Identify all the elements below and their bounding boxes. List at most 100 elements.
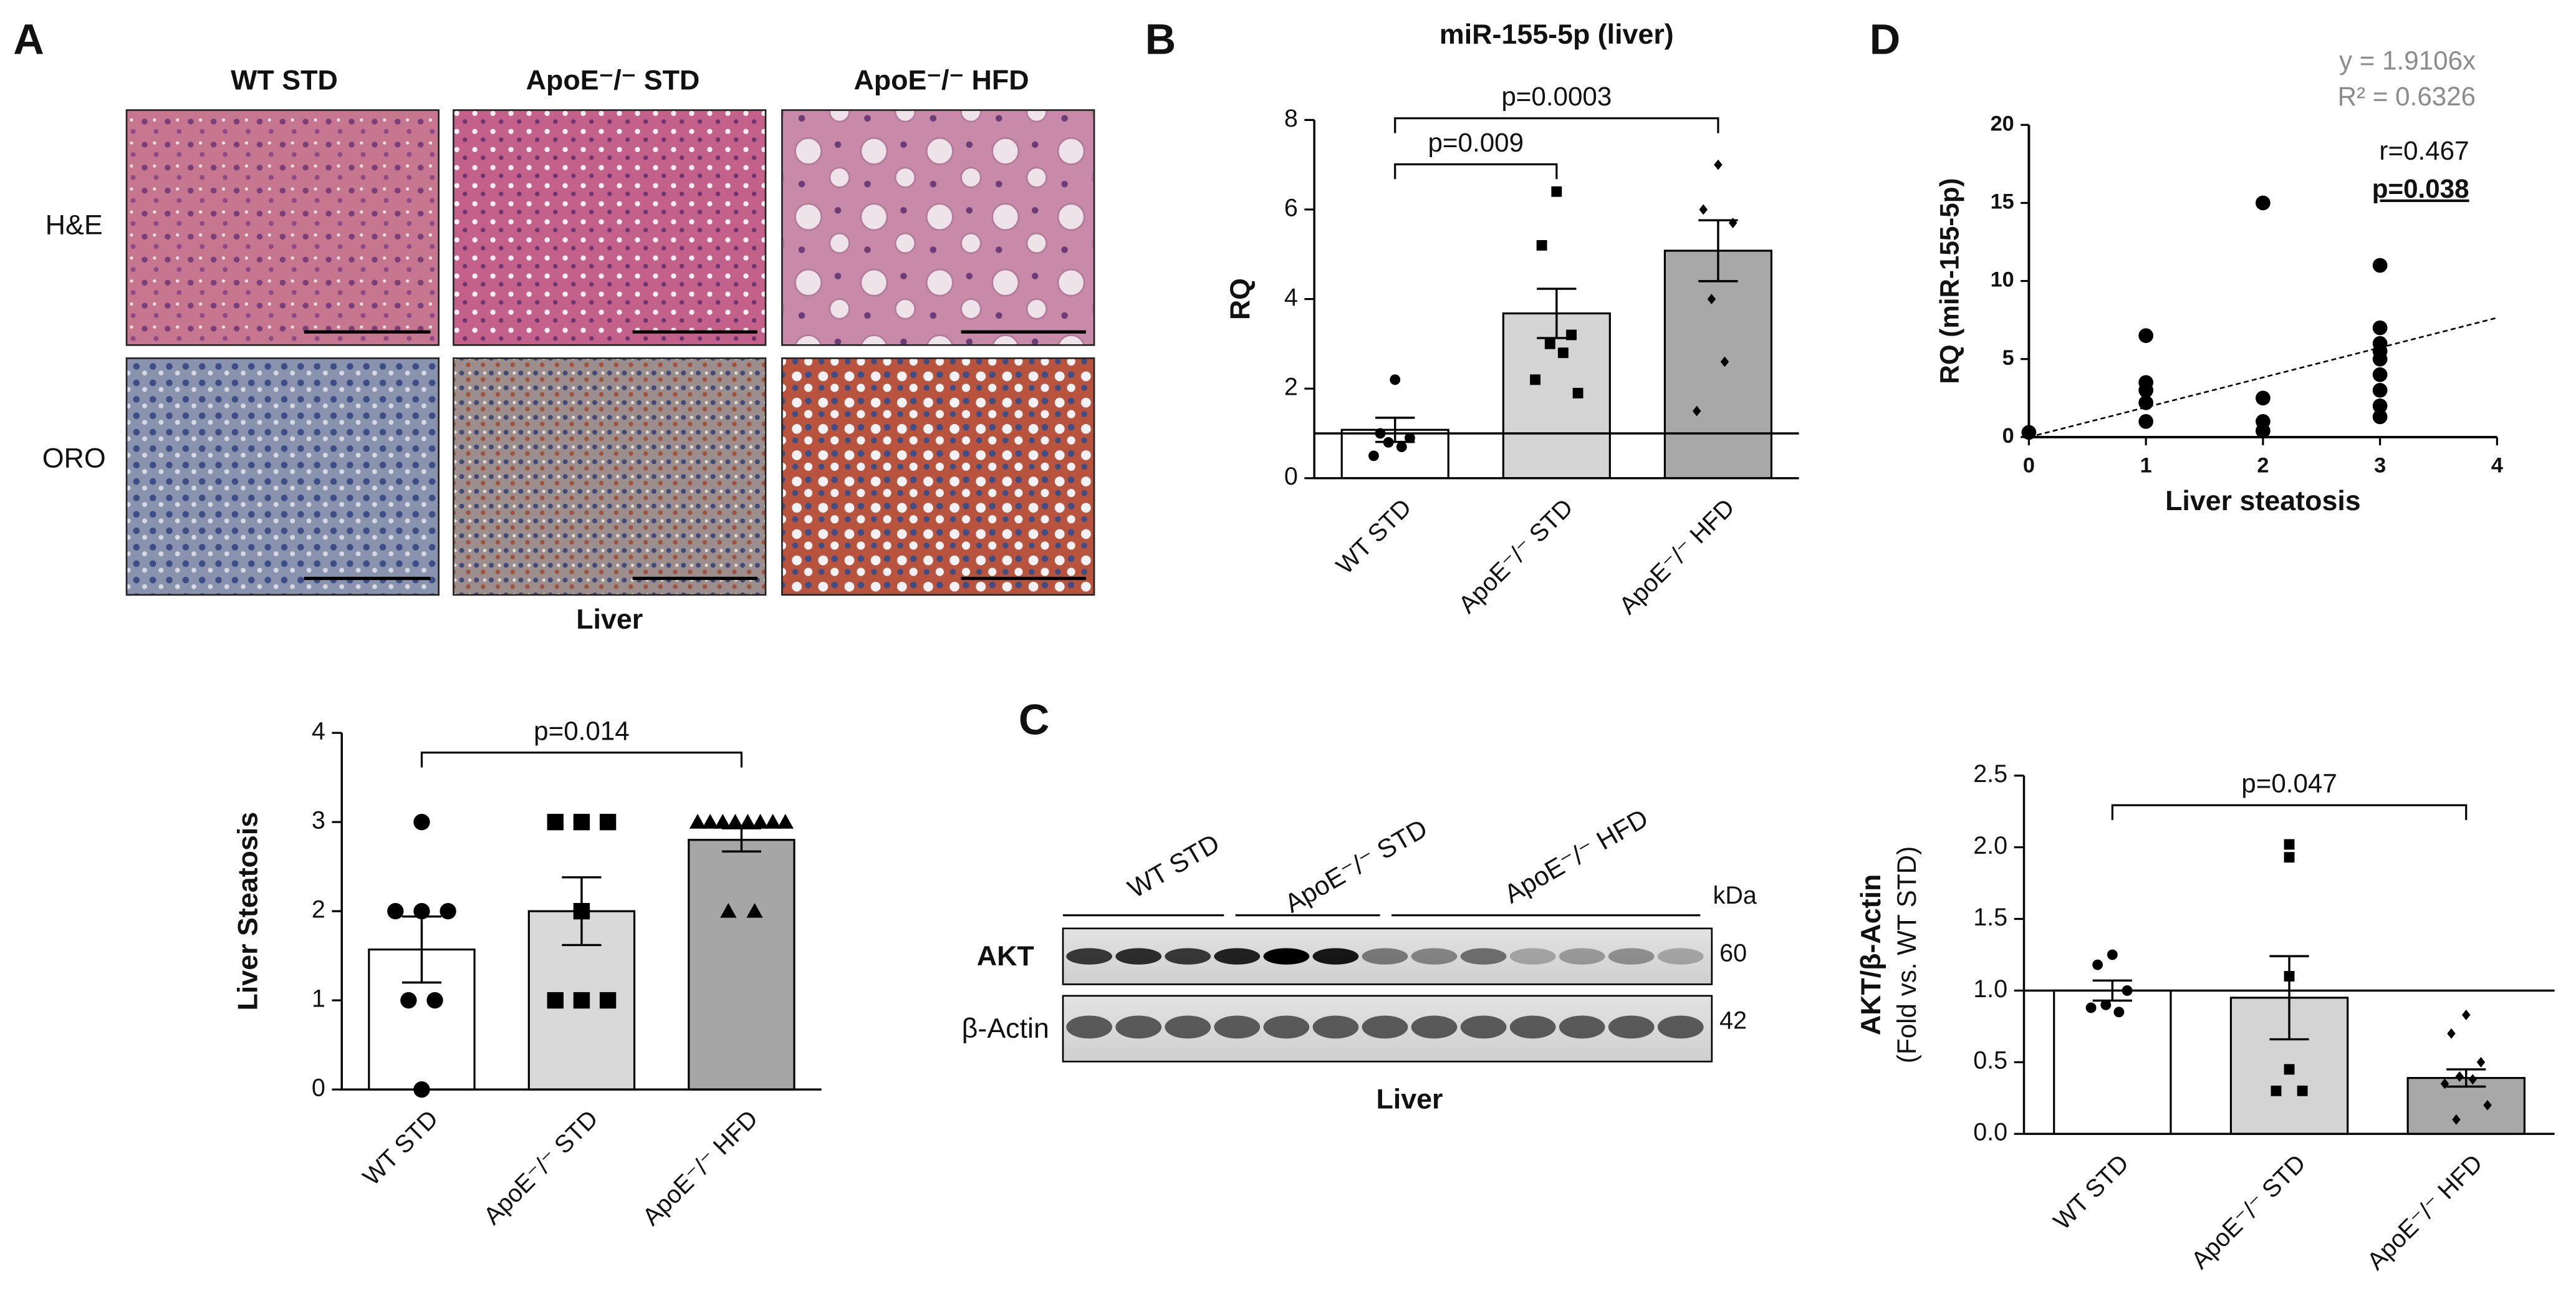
data-point [426, 992, 443, 1009]
y-tick-label: 0 [312, 1074, 325, 1101]
trendline-equation: y = 1.9106x [2339, 46, 2476, 75]
error-bar [2446, 1068, 2486, 1088]
axes [340, 733, 822, 1091]
p-value: p=0.047 [2241, 769, 2337, 798]
y-axis-label-note: (Fold vs. WT STD) [1892, 846, 1921, 1063]
data-point [1566, 329, 1577, 340]
band [1263, 1015, 1310, 1039]
p-value: p=0.014 [534, 716, 630, 745]
x-tick-label: 4 [2491, 453, 2503, 477]
y-axis-label: RQ (miR-155-5p) [1935, 178, 1964, 384]
data-point [1572, 387, 1584, 398]
bar [1663, 249, 1773, 480]
unit-label: kDa [1713, 882, 1757, 909]
band [1657, 1015, 1704, 1039]
data-point [2138, 395, 2154, 410]
trendline [2029, 317, 2497, 438]
y-axis-label: AKT/β-Actin [1855, 874, 1886, 1036]
y-axis-label: Liver Steatosis [232, 812, 263, 1011]
micrograph [125, 109, 440, 346]
p-value: p=0.038 [2372, 174, 2469, 203]
significance-bracket [1394, 117, 1719, 133]
data-point [739, 814, 756, 829]
x-tick-label: ApoE⁻/⁻ HFD [637, 1105, 763, 1231]
axes [2027, 125, 2497, 438]
bar [688, 839, 795, 1091]
x-tick-label: WT STD [358, 1105, 444, 1191]
y-tick-label: 2.0 [1973, 832, 2007, 859]
data-point [714, 814, 731, 829]
y-tick-label: 1.0 [1973, 975, 2007, 1003]
data-point [2372, 409, 2388, 425]
band [1559, 948, 1605, 965]
r-squared: R² = 0.6326 [2338, 82, 2476, 111]
p-value: p=0.009 [1428, 128, 1524, 157]
data-point [2092, 959, 2103, 970]
panel-label: A [13, 16, 44, 64]
p-value: p=0.0003 [1501, 82, 1612, 111]
data-point [1368, 450, 1379, 461]
y-tick-label: 10 [1991, 268, 2014, 292]
micrograph [125, 357, 440, 596]
band [1411, 1015, 1458, 1039]
x-tick-label: ApoE⁻/⁻ STD [478, 1105, 603, 1230]
data-point [2085, 1002, 2097, 1013]
data-point [720, 902, 737, 918]
band [1411, 948, 1458, 965]
band [1362, 948, 1408, 965]
significance-bracket [420, 751, 743, 768]
band [1214, 948, 1261, 965]
caption: Liver [1376, 1083, 1443, 1114]
data-point [777, 814, 794, 829]
band-label: β-Actin [962, 1013, 1049, 1044]
data-point [1396, 442, 1407, 452]
row-label: H&E [46, 209, 103, 240]
band [1312, 948, 1359, 965]
data-point [440, 902, 456, 920]
error-bar [2269, 955, 2309, 1041]
micrograph [781, 109, 1095, 346]
band [1165, 1015, 1211, 1039]
data-point [2372, 398, 2388, 413]
data-point [1557, 347, 1569, 359]
band [1263, 948, 1310, 965]
data-point [599, 992, 617, 1009]
x-tick-label: 0 [2023, 453, 2035, 477]
band [1115, 1015, 1162, 1039]
y-tick-label: 0.0 [1973, 1119, 2007, 1146]
x-tick-label: 1 [2140, 453, 2152, 477]
y-tick-label: 2.5 [1973, 760, 2007, 788]
data-point [400, 992, 417, 1009]
panel-label: B [1145, 16, 1176, 64]
micrograph [781, 357, 1095, 596]
x-tick-label: WT STD [2048, 1149, 2134, 1235]
y-tick-label: 1.5 [1973, 904, 2007, 931]
data-point [2271, 1085, 2282, 1096]
band [1559, 1015, 1605, 1039]
data-point [2284, 852, 2295, 863]
data-point [727, 814, 744, 829]
data-point [1530, 374, 1541, 385]
data-point [2138, 328, 2154, 344]
data-point [413, 814, 430, 831]
panel-label: C [1019, 696, 1049, 744]
band [1312, 1015, 1359, 1039]
data-point [2107, 949, 2118, 960]
data-point [1692, 405, 1701, 417]
y-tick-label: 0 [2002, 424, 2014, 448]
data-point [2284, 839, 2295, 850]
data-point [2447, 1028, 2456, 1039]
histology: WT STD ApoE⁻/⁻ STD ApoE⁻/⁻ HFD H&E ORO L… [42, 65, 1095, 635]
band [1165, 948, 1211, 965]
data-point [573, 814, 590, 831]
x-tick-label: ApoE⁻/⁻ STD [1453, 494, 1578, 619]
band [1509, 948, 1556, 965]
data-point [387, 902, 404, 920]
panel-label: D [1870, 16, 1900, 64]
y-tick-label: 8 [1284, 105, 1298, 132]
axes [2022, 775, 2555, 1135]
column-header: ApoE⁻/⁻ HFD [853, 65, 1029, 96]
data-point [1551, 186, 1562, 197]
